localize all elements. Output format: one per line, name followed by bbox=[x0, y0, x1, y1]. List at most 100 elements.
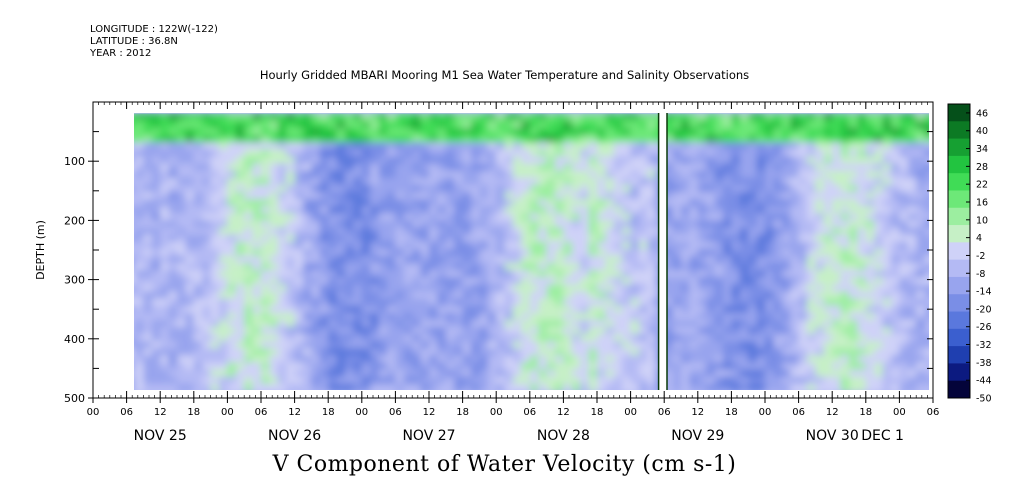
heatmap-cell bbox=[798, 206, 808, 215]
heatmap-cell bbox=[689, 120, 699, 130]
heatmap-cell bbox=[177, 170, 187, 179]
heatmap-cell bbox=[235, 263, 246, 272]
heatmap-cell bbox=[748, 142, 758, 151]
heatmap-cell bbox=[370, 355, 380, 364]
heatmap-cell bbox=[849, 263, 859, 272]
heatmap-cell bbox=[252, 319, 262, 328]
heatmap-cell bbox=[672, 170, 682, 179]
heatmap-cell bbox=[823, 206, 834, 215]
heatmap-cell bbox=[462, 355, 472, 364]
heatmap-cell bbox=[739, 270, 750, 279]
heatmap-cell bbox=[681, 163, 691, 172]
heatmap-cell bbox=[429, 277, 439, 286]
heatmap-cell bbox=[647, 142, 657, 151]
heatmap-cell bbox=[370, 341, 380, 350]
heatmap-cell bbox=[765, 369, 775, 378]
heatmap-cell bbox=[319, 199, 330, 208]
heatmap-cell bbox=[857, 277, 867, 286]
heatmap-cell bbox=[849, 348, 859, 357]
heatmap-cell bbox=[815, 191, 825, 201]
heatmap-cell bbox=[445, 213, 456, 222]
heatmap-cell bbox=[445, 128, 456, 137]
heatmap-cell bbox=[202, 376, 212, 385]
heatmap-cell bbox=[345, 170, 355, 179]
heatmap-cell bbox=[714, 149, 724, 158]
heatmap-cell bbox=[160, 348, 170, 357]
heatmap-cell bbox=[563, 220, 573, 229]
heatmap-cell bbox=[639, 369, 649, 378]
heatmap-cell bbox=[143, 184, 153, 193]
heatmap-cell bbox=[353, 376, 363, 385]
heatmap-cell bbox=[454, 213, 464, 222]
heatmap-cell bbox=[135, 113, 145, 122]
heatmap-cell bbox=[739, 305, 750, 314]
heatmap-cell bbox=[445, 142, 456, 151]
heatmap-cell bbox=[790, 312, 800, 321]
heatmap-cell bbox=[294, 263, 304, 272]
heatmap-cell bbox=[420, 334, 430, 343]
heatmap-cell bbox=[790, 291, 800, 300]
heatmap-cell bbox=[134, 284, 136, 293]
heatmap-cell bbox=[597, 383, 607, 390]
heatmap-cell bbox=[689, 170, 699, 179]
heatmap-cell bbox=[219, 284, 229, 293]
heatmap-cell bbox=[445, 163, 456, 172]
heatmap-cell bbox=[504, 362, 514, 371]
heatmap-cell bbox=[538, 163, 548, 172]
heatmap-cell bbox=[882, 255, 892, 265]
heatmap-cell bbox=[244, 369, 254, 378]
heatmap-cell bbox=[781, 199, 792, 208]
heatmap-cell bbox=[286, 142, 296, 151]
heatmap-cell bbox=[319, 312, 330, 321]
heatmap-cell bbox=[395, 326, 405, 336]
heatmap-cell bbox=[681, 312, 691, 321]
heatmap-cell bbox=[328, 369, 338, 378]
heatmap-cell bbox=[723, 298, 733, 307]
heatmap-cell bbox=[555, 362, 565, 371]
heatmap-cell bbox=[723, 319, 733, 328]
heatmap-cell bbox=[681, 191, 691, 201]
heatmap-cell bbox=[151, 163, 162, 172]
heatmap-cell bbox=[504, 348, 514, 357]
heatmap-cell bbox=[748, 298, 758, 307]
heatmap-cell bbox=[555, 326, 565, 336]
heatmap-cell bbox=[412, 334, 422, 343]
heatmap-cell bbox=[555, 298, 565, 307]
heatmap-cell bbox=[571, 284, 582, 293]
heatmap-cell bbox=[781, 128, 792, 137]
heatmap-cell bbox=[513, 277, 523, 286]
heatmap-cell bbox=[546, 348, 556, 357]
heatmap-cell bbox=[781, 298, 792, 307]
heatmap-cell bbox=[647, 319, 657, 328]
heatmap-cell bbox=[462, 120, 472, 130]
heatmap-cell bbox=[765, 227, 775, 236]
heatmap-cell bbox=[874, 326, 884, 336]
heatmap-cell bbox=[193, 199, 204, 208]
heatmap-cell bbox=[790, 255, 800, 265]
heatmap-cell bbox=[134, 263, 136, 272]
heatmap-cell bbox=[723, 284, 733, 293]
heatmap-cell bbox=[773, 341, 783, 350]
heatmap-cell bbox=[756, 355, 766, 364]
heatmap-cell bbox=[319, 128, 330, 137]
heatmap-cell bbox=[773, 348, 783, 357]
heatmap-cell bbox=[412, 305, 422, 314]
heatmap-cell bbox=[807, 312, 817, 321]
heatmap-cell bbox=[370, 191, 380, 201]
heatmap-cell bbox=[832, 170, 842, 179]
heatmap-cell bbox=[807, 142, 817, 151]
heatmap-cell bbox=[277, 177, 288, 186]
heatmap-cell bbox=[815, 348, 825, 357]
heatmap-cell bbox=[160, 277, 170, 286]
heatmap-cell bbox=[437, 113, 447, 122]
heatmap-cell bbox=[521, 227, 531, 236]
heatmap-cell bbox=[252, 234, 262, 243]
heatmap-cell bbox=[445, 156, 456, 165]
heatmap-cell bbox=[790, 120, 800, 130]
heatmap-cell bbox=[353, 206, 363, 215]
colorbar-swatch bbox=[948, 173, 970, 191]
heatmap-cell bbox=[731, 348, 741, 357]
heatmap-cell bbox=[328, 334, 338, 343]
heatmap-cell bbox=[529, 163, 540, 172]
heatmap-cell bbox=[185, 191, 195, 201]
